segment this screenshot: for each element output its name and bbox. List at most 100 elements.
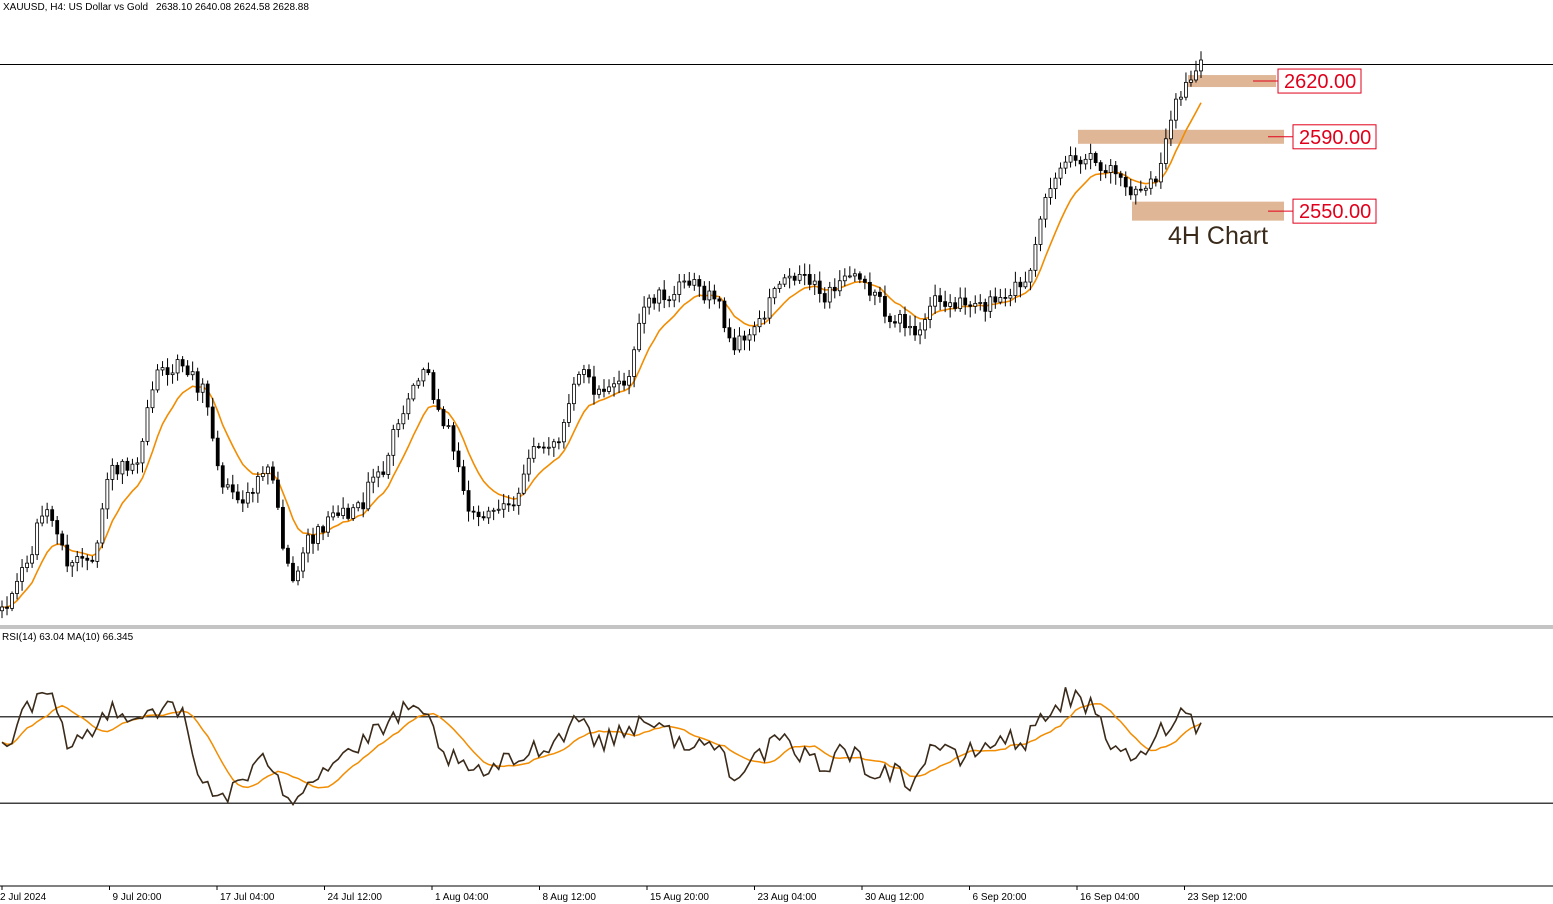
candle xyxy=(862,275,867,290)
candle xyxy=(893,315,897,328)
time-tick-label: 23 Sep 12:00 xyxy=(1188,892,1248,903)
candle xyxy=(993,287,998,309)
candle xyxy=(953,296,958,312)
candle xyxy=(205,380,210,416)
time-tick-label: 8 Aug 12:00 xyxy=(543,892,597,903)
candle xyxy=(852,268,857,282)
candle xyxy=(70,559,75,577)
candle xyxy=(381,461,386,478)
candle xyxy=(80,548,85,568)
candle xyxy=(1168,110,1173,147)
candle xyxy=(30,546,35,568)
candle xyxy=(1138,180,1143,193)
candle xyxy=(1028,267,1033,291)
time-tick-label: 23 Aug 04:00 xyxy=(758,892,817,903)
candle xyxy=(727,318,732,343)
candle xyxy=(406,393,411,420)
candle xyxy=(5,596,9,616)
candle xyxy=(627,369,631,395)
candle xyxy=(842,268,847,287)
time-tick-label: 16 Sep 04:00 xyxy=(1080,892,1140,903)
candle xyxy=(867,272,872,302)
candle xyxy=(913,315,917,341)
candle xyxy=(270,461,275,484)
candle xyxy=(10,591,14,612)
candle xyxy=(807,264,812,291)
candle xyxy=(175,354,180,381)
candle xyxy=(240,490,245,512)
candle xyxy=(466,480,471,522)
candle xyxy=(1108,159,1113,184)
candle xyxy=(1038,216,1043,252)
candle xyxy=(255,471,260,503)
candle xyxy=(190,361,195,381)
candle xyxy=(737,327,742,353)
candle xyxy=(491,507,496,521)
candle xyxy=(878,286,882,303)
candle xyxy=(145,399,150,446)
candle xyxy=(220,462,225,494)
candle xyxy=(45,502,50,524)
candle xyxy=(1194,60,1198,83)
candle xyxy=(582,364,586,384)
candle xyxy=(587,364,591,384)
candle xyxy=(988,290,993,318)
candle xyxy=(40,505,45,527)
candle xyxy=(592,365,596,405)
candle xyxy=(561,419,566,449)
candle xyxy=(883,285,887,324)
candle xyxy=(446,418,451,429)
level-label-box xyxy=(1292,124,1377,150)
candle xyxy=(1113,161,1118,185)
candle xyxy=(481,511,486,521)
candle xyxy=(431,369,436,404)
rsi-line xyxy=(1,687,1202,807)
candle xyxy=(832,278,837,299)
candle xyxy=(55,516,60,545)
candle xyxy=(1163,128,1168,170)
candle xyxy=(923,313,927,339)
candle xyxy=(672,285,677,308)
candle xyxy=(717,296,722,309)
candle xyxy=(461,459,466,495)
candle xyxy=(551,438,556,457)
candle xyxy=(476,505,481,527)
candle xyxy=(612,376,616,397)
candle xyxy=(958,287,963,312)
candle xyxy=(712,284,717,305)
candle xyxy=(1118,170,1123,187)
candle xyxy=(782,274,787,288)
candle xyxy=(1058,162,1063,186)
candle xyxy=(792,272,797,286)
candle xyxy=(938,287,943,311)
candle xyxy=(697,275,702,297)
candle xyxy=(1148,171,1153,195)
candle xyxy=(963,287,968,315)
candle xyxy=(632,346,637,388)
candle xyxy=(110,458,115,491)
candle xyxy=(150,381,155,413)
candle xyxy=(260,466,265,481)
time-tick-label: 1 Aug 04:00 xyxy=(435,892,489,903)
candle xyxy=(180,356,185,373)
candle xyxy=(622,372,626,391)
candle xyxy=(566,394,571,428)
candle xyxy=(1184,72,1188,101)
candle xyxy=(1088,143,1093,170)
candle xyxy=(451,422,456,460)
candle xyxy=(391,424,396,466)
candle xyxy=(336,505,341,518)
candle xyxy=(572,377,576,411)
chart-header-symbol: XAUUSD, H4: US Dollar vs Gold xyxy=(3,2,148,13)
candle xyxy=(767,288,772,324)
time-tick-label: 9 Jul 20:00 xyxy=(113,892,162,903)
candle xyxy=(1199,51,1203,78)
candle xyxy=(416,377,421,389)
candle xyxy=(371,468,376,494)
candle xyxy=(978,294,983,311)
candle xyxy=(441,406,446,429)
candle xyxy=(506,495,511,512)
candle xyxy=(276,471,280,511)
candle xyxy=(281,499,285,551)
